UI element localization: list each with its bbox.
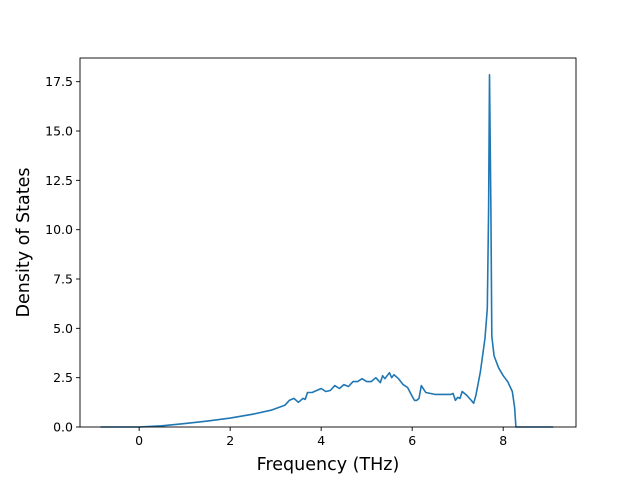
- y-tick-label: 5.0: [53, 321, 73, 336]
- x-axis-label: Frequency (THz): [257, 455, 400, 475]
- y-tick-label: 2.5: [53, 370, 73, 385]
- x-tick-label: 0: [135, 433, 143, 448]
- x-tick-label: 4: [317, 433, 325, 448]
- axes-frame: [79, 57, 577, 428]
- x-tick-label: 6: [408, 433, 416, 448]
- dos-series-line: [100, 74, 554, 428]
- x-tick-label: 2: [226, 433, 234, 448]
- y-tick-label: 17.5: [45, 74, 73, 89]
- x-tick-label: 8: [499, 433, 507, 448]
- y-tick-label: 0.0: [53, 420, 73, 435]
- y-tick-label: 10.0: [45, 222, 73, 237]
- y-axis-ticks: 0.0 2.5 5.0 7.5 10.0 12.5 15.0 17.5: [45, 74, 80, 435]
- y-tick-label: 12.5: [45, 173, 73, 188]
- y-tick-label: 7.5: [53, 272, 73, 287]
- x-axis-ticks: 0 2 4 6 8: [135, 427, 507, 448]
- y-axis-label: Density of States: [14, 168, 34, 318]
- y-tick-label: 15.0: [45, 124, 73, 139]
- plot-area: [100, 74, 554, 428]
